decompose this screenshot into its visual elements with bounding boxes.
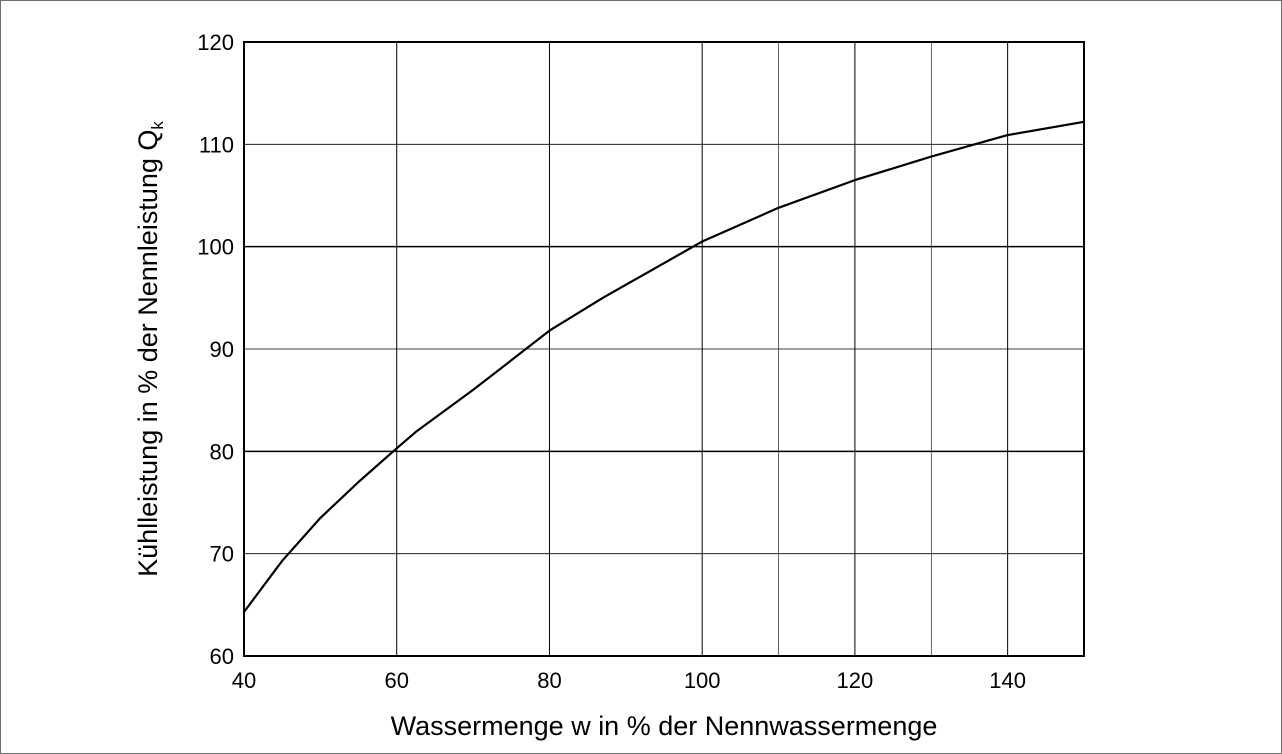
y-axis-label: Kühlleistung in % der Nennleistung Qk bbox=[133, 121, 167, 577]
series-layer bbox=[242, 120, 1086, 614]
x-tick-label: 100 bbox=[684, 668, 721, 693]
y-axis-label-subscript: k bbox=[148, 121, 167, 130]
y-tick-labels: 60 70 80 90 100 110 120 bbox=[197, 30, 234, 669]
x-tick-label: 120 bbox=[837, 668, 874, 693]
y-tick-label: 120 bbox=[197, 30, 234, 55]
y-tick-label: 110 bbox=[199, 132, 234, 157]
x-tick-label: 60 bbox=[384, 668, 408, 693]
y-tick-label: 60 bbox=[210, 644, 234, 669]
series-line-1 bbox=[242, 120, 1086, 614]
grid bbox=[243, 41, 1085, 657]
y-axis-label-main: Kühlleistung in % der Nennleistung Q bbox=[133, 130, 163, 577]
x-axis-label: Wassermenge w in % der Nennwassermenge bbox=[391, 711, 938, 741]
y-tick-label: 100 bbox=[197, 235, 234, 260]
y-tick-label: 80 bbox=[210, 439, 234, 464]
y-tick-label: 90 bbox=[210, 337, 234, 362]
x-tick-label: 40 bbox=[232, 668, 256, 693]
plot-border bbox=[243, 41, 1085, 657]
y-tick-label: 70 bbox=[210, 542, 234, 567]
x-tick-label: 80 bbox=[537, 668, 561, 693]
x-tick-label: 140 bbox=[989, 668, 1026, 693]
x-tick-labels: 40 60 80 100 120 140 bbox=[232, 668, 1026, 693]
